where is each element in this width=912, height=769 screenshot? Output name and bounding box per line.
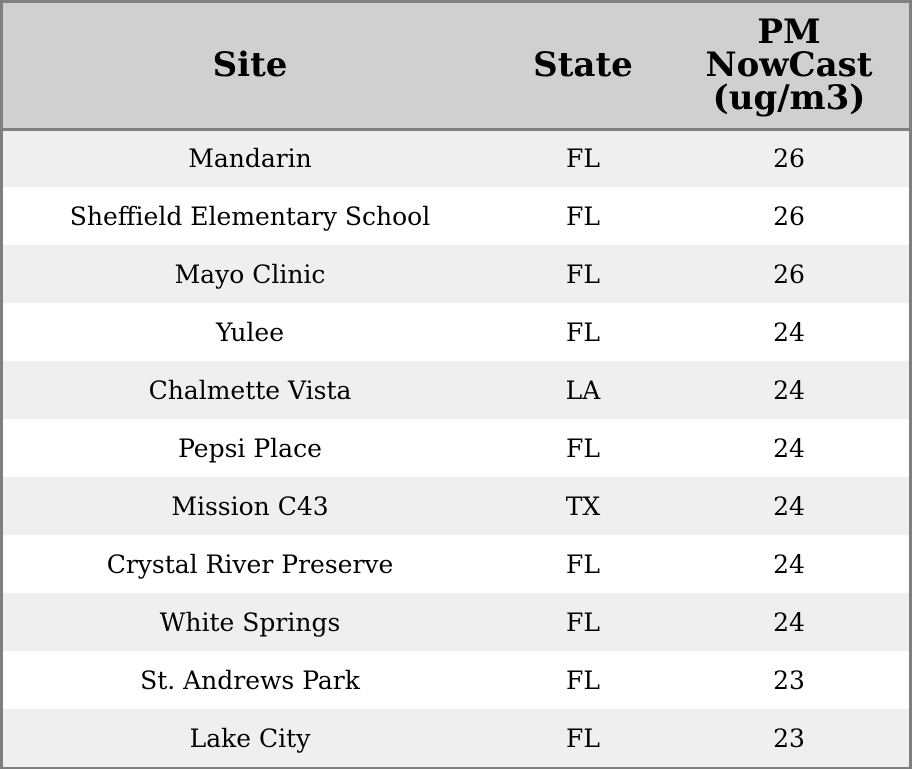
pm-nowcast-table: Site State PM NowCast (ug/m3) Mandarin FL… <box>3 3 909 767</box>
table-row: Pepsi Place FL 24 <box>3 419 909 477</box>
table-row: Chalmette Vista LA 24 <box>3 361 909 419</box>
cell-pm-nowcast: 23 <box>773 665 805 695</box>
cell-state: FL <box>566 317 600 347</box>
header-pm-line-1: PM <box>757 11 821 52</box>
table-row: Lake City FL 23 <box>3 709 909 767</box>
cell-site: Mayo Clinic <box>174 259 326 289</box>
header-state: State <box>497 3 669 131</box>
cell-state: FL <box>566 723 600 753</box>
cell-pm-nowcast: 24 <box>773 317 805 347</box>
cell-pm-nowcast: 24 <box>773 549 805 579</box>
table-row: Mission C43 TX 24 <box>3 477 909 535</box>
header-row: Site State PM NowCast (ug/m3) <box>3 3 909 131</box>
cell-state: FL <box>566 665 600 695</box>
table-row: White Springs FL 24 <box>3 593 909 651</box>
cell-site: St. Andrews Park <box>140 665 360 695</box>
cell-pm-nowcast: 24 <box>773 375 805 405</box>
cell-pm-nowcast: 24 <box>773 607 805 637</box>
table-header: Site State PM NowCast (ug/m3) <box>3 3 909 131</box>
header-pm-nowcast: PM NowCast (ug/m3) <box>669 3 909 131</box>
cell-state: FL <box>566 549 600 579</box>
cell-pm-nowcast: 26 <box>773 144 805 174</box>
cell-site: Mission C43 <box>171 491 329 521</box>
cell-site: Crystal River Preserve <box>106 549 394 579</box>
cell-state: FL <box>566 433 600 463</box>
header-site: Site <box>3 3 497 131</box>
table-row: Mayo Clinic FL 26 <box>3 245 909 303</box>
table-row: Crystal River Preserve FL 24 <box>3 535 909 593</box>
cell-state: LA <box>565 375 601 405</box>
cell-state: FL <box>566 144 600 174</box>
cell-state: FL <box>566 607 600 637</box>
cell-pm-nowcast: 23 <box>773 723 805 753</box>
cell-state: TX <box>565 491 601 521</box>
table-row: Sheffield Elementary School FL 26 <box>3 187 909 245</box>
header-pm-line-2: NowCast <box>705 44 873 85</box>
cell-state: FL <box>566 201 600 231</box>
cell-pm-nowcast: 26 <box>773 259 805 289</box>
cell-pm-nowcast: 26 <box>773 201 805 231</box>
cell-site: White Springs <box>159 607 341 637</box>
cell-state: FL <box>566 259 600 289</box>
table-body: Mandarin FL 26 Sheffield Elementary School F… <box>3 129 909 767</box>
table-row: Mandarin FL 26 <box>3 129 909 187</box>
cell-pm-nowcast: 24 <box>773 433 805 463</box>
cell-site: Sheffield Elementary School <box>69 201 431 231</box>
table-row: Yulee FL 24 <box>3 303 909 361</box>
cell-site: Lake City <box>189 723 311 753</box>
cell-site: Yulee <box>215 317 285 347</box>
cell-site: Pepsi Place <box>178 433 322 463</box>
cell-site: Chalmette Vista <box>148 375 352 405</box>
header-pm-line-3: (ug/m3) <box>712 77 866 118</box>
cell-pm-nowcast: 24 <box>773 491 805 521</box>
cell-site: Mandarin <box>188 144 312 174</box>
table-row: St. Andrews Park FL 23 <box>3 651 909 709</box>
